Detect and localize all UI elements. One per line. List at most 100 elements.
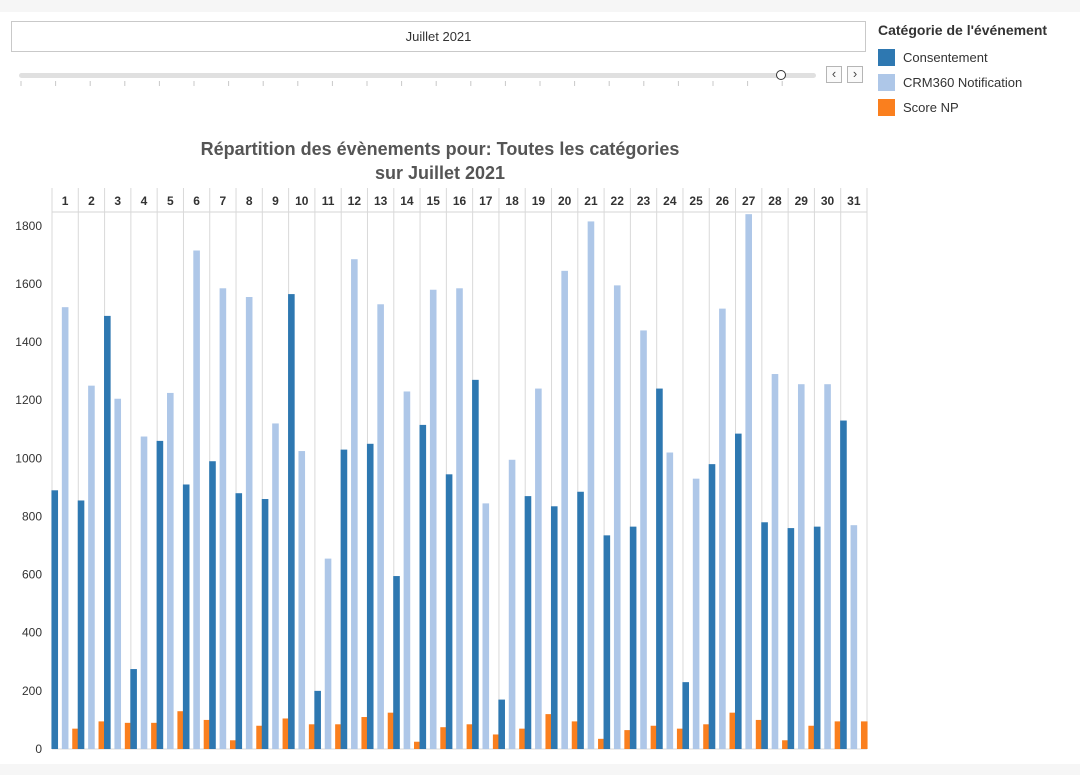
bar-score-np[interactable] [124, 722, 132, 749]
bar-score-np[interactable] [492, 734, 500, 749]
bar-crm360-notification[interactable] [824, 384, 831, 749]
bar-score-np[interactable] [519, 728, 526, 749]
bar-consentement[interactable] [393, 576, 400, 749]
bar-score-np[interactable] [177, 711, 185, 749]
bar-score-np[interactable] [782, 740, 789, 749]
bar-consentement[interactable] [603, 535, 611, 749]
bar-consentement[interactable] [445, 474, 453, 749]
bar-crm360-notification[interactable] [850, 525, 858, 749]
bar-score-np[interactable] [72, 728, 79, 749]
bar-consentement[interactable] [261, 499, 269, 749]
bar-score-np[interactable] [466, 724, 474, 749]
next-period-button[interactable]: › [847, 66, 863, 83]
bar-crm360-notification[interactable] [640, 330, 647, 749]
bar-crm360-notification[interactable] [351, 259, 358, 749]
bar-consentement[interactable] [761, 522, 768, 749]
bar-consentement[interactable] [130, 669, 137, 749]
bar-score-np[interactable] [335, 724, 342, 749]
bar-crm360-notification[interactable] [114, 398, 122, 749]
bar-consentement[interactable] [787, 528, 795, 749]
bar-consentement[interactable] [77, 500, 85, 749]
bar-score-np[interactable] [256, 725, 263, 749]
bar-consentement[interactable] [629, 526, 637, 749]
bar-consentement[interactable] [366, 443, 374, 749]
bar-score-np[interactable] [361, 717, 369, 749]
bar-score-np[interactable] [834, 721, 842, 749]
bar-score-np[interactable] [729, 712, 737, 749]
previous-period-button[interactable]: ‹ [826, 66, 842, 83]
bar-consentement[interactable] [682, 682, 690, 749]
bar-consentement[interactable] [550, 506, 558, 749]
bar-crm360-notification[interactable] [429, 289, 437, 749]
bar-score-np[interactable] [755, 719, 763, 749]
bar-consentement[interactable] [209, 461, 216, 749]
bar-consentement[interactable] [840, 420, 847, 749]
bar-score-np[interactable] [650, 725, 658, 749]
bar-score-np[interactable] [387, 712, 395, 749]
bar-score-np[interactable] [229, 740, 237, 749]
bar-crm360-notification[interactable] [298, 451, 306, 749]
bar-score-np[interactable] [676, 728, 684, 749]
bar-consentement[interactable] [813, 526, 821, 749]
bar-consentement[interactable] [156, 440, 164, 749]
bar-score-np[interactable] [282, 718, 290, 749]
bar-consentement[interactable] [734, 433, 742, 749]
bar-crm360-notification[interactable] [193, 250, 200, 749]
legend-item-consentement[interactable]: Consentement [878, 45, 1047, 70]
bar-consentement[interactable] [182, 484, 190, 749]
bar-crm360-notification[interactable] [245, 297, 253, 749]
bar-score-np[interactable] [151, 722, 158, 749]
period-filter-display[interactable]: Juillet 2021 [11, 21, 866, 52]
bar-consentement[interactable] [708, 464, 716, 749]
legend-item-score-np[interactable]: Score NP [878, 95, 1047, 120]
bar-score-np[interactable] [624, 730, 631, 749]
bar-crm360-notification[interactable] [719, 308, 726, 749]
bar-consentement[interactable] [524, 496, 532, 749]
bar-score-np[interactable] [308, 724, 316, 749]
bar-consentement[interactable] [235, 493, 243, 749]
bar-consentement[interactable] [472, 379, 479, 749]
bar-score-np[interactable] [440, 727, 447, 749]
bar-score-np[interactable] [414, 741, 421, 749]
bar-crm360-notification[interactable] [535, 388, 542, 749]
bar-crm360-notification[interactable] [587, 221, 595, 749]
bar-crm360-notification[interactable] [771, 374, 779, 749]
bar-score-np[interactable] [98, 721, 106, 749]
bar-crm360-notification[interactable] [377, 304, 384, 749]
bar-crm360-notification[interactable] [666, 452, 674, 749]
bar-crm360-notification[interactable] [561, 270, 568, 749]
bar-crm360-notification[interactable] [456, 288, 463, 749]
bar-crm360-notification[interactable] [219, 288, 227, 749]
bar-crm360-notification[interactable] [88, 385, 95, 749]
bar-crm360-notification[interactable] [61, 307, 69, 749]
bar-score-np[interactable] [571, 721, 579, 749]
bar-consentement[interactable] [656, 388, 663, 749]
bar-consentement[interactable] [340, 449, 348, 749]
bar-crm360-notification[interactable] [403, 391, 411, 749]
bar-score-np[interactable] [598, 738, 605, 749]
legend-item-crm360[interactable]: CRM360 Notification [878, 70, 1047, 95]
bar-score-np[interactable] [203, 719, 211, 749]
bar-crm360-notification[interactable] [167, 392, 174, 749]
bar-consentement[interactable] [51, 490, 59, 749]
bar-score-np[interactable] [703, 724, 710, 749]
bar-consentement[interactable] [419, 424, 427, 749]
bar-crm360-notification[interactable] [324, 558, 332, 749]
bar-crm360-notification[interactable] [272, 423, 279, 749]
bar-consentement[interactable] [314, 690, 321, 749]
bar-crm360-notification[interactable] [745, 214, 752, 749]
bar-crm360-notification[interactable] [797, 384, 805, 749]
bar-score-np[interactable] [860, 721, 868, 749]
bar-consentement[interactable] [104, 315, 111, 749]
bar-consentement[interactable] [577, 491, 584, 749]
bar-consentement[interactable] [288, 294, 295, 749]
bar-crm360-notification[interactable] [508, 459, 516, 749]
bar-score-np[interactable] [545, 714, 553, 749]
bar-crm360-notification[interactable] [692, 478, 700, 749]
bar-score-np[interactable] [808, 725, 815, 749]
bar-crm360-notification[interactable] [482, 503, 490, 749]
period-slider-thumb[interactable] [776, 70, 786, 80]
bar-consentement[interactable] [498, 699, 505, 749]
bar-crm360-notification[interactable] [140, 436, 148, 749]
bar-crm360-notification[interactable] [613, 285, 621, 749]
